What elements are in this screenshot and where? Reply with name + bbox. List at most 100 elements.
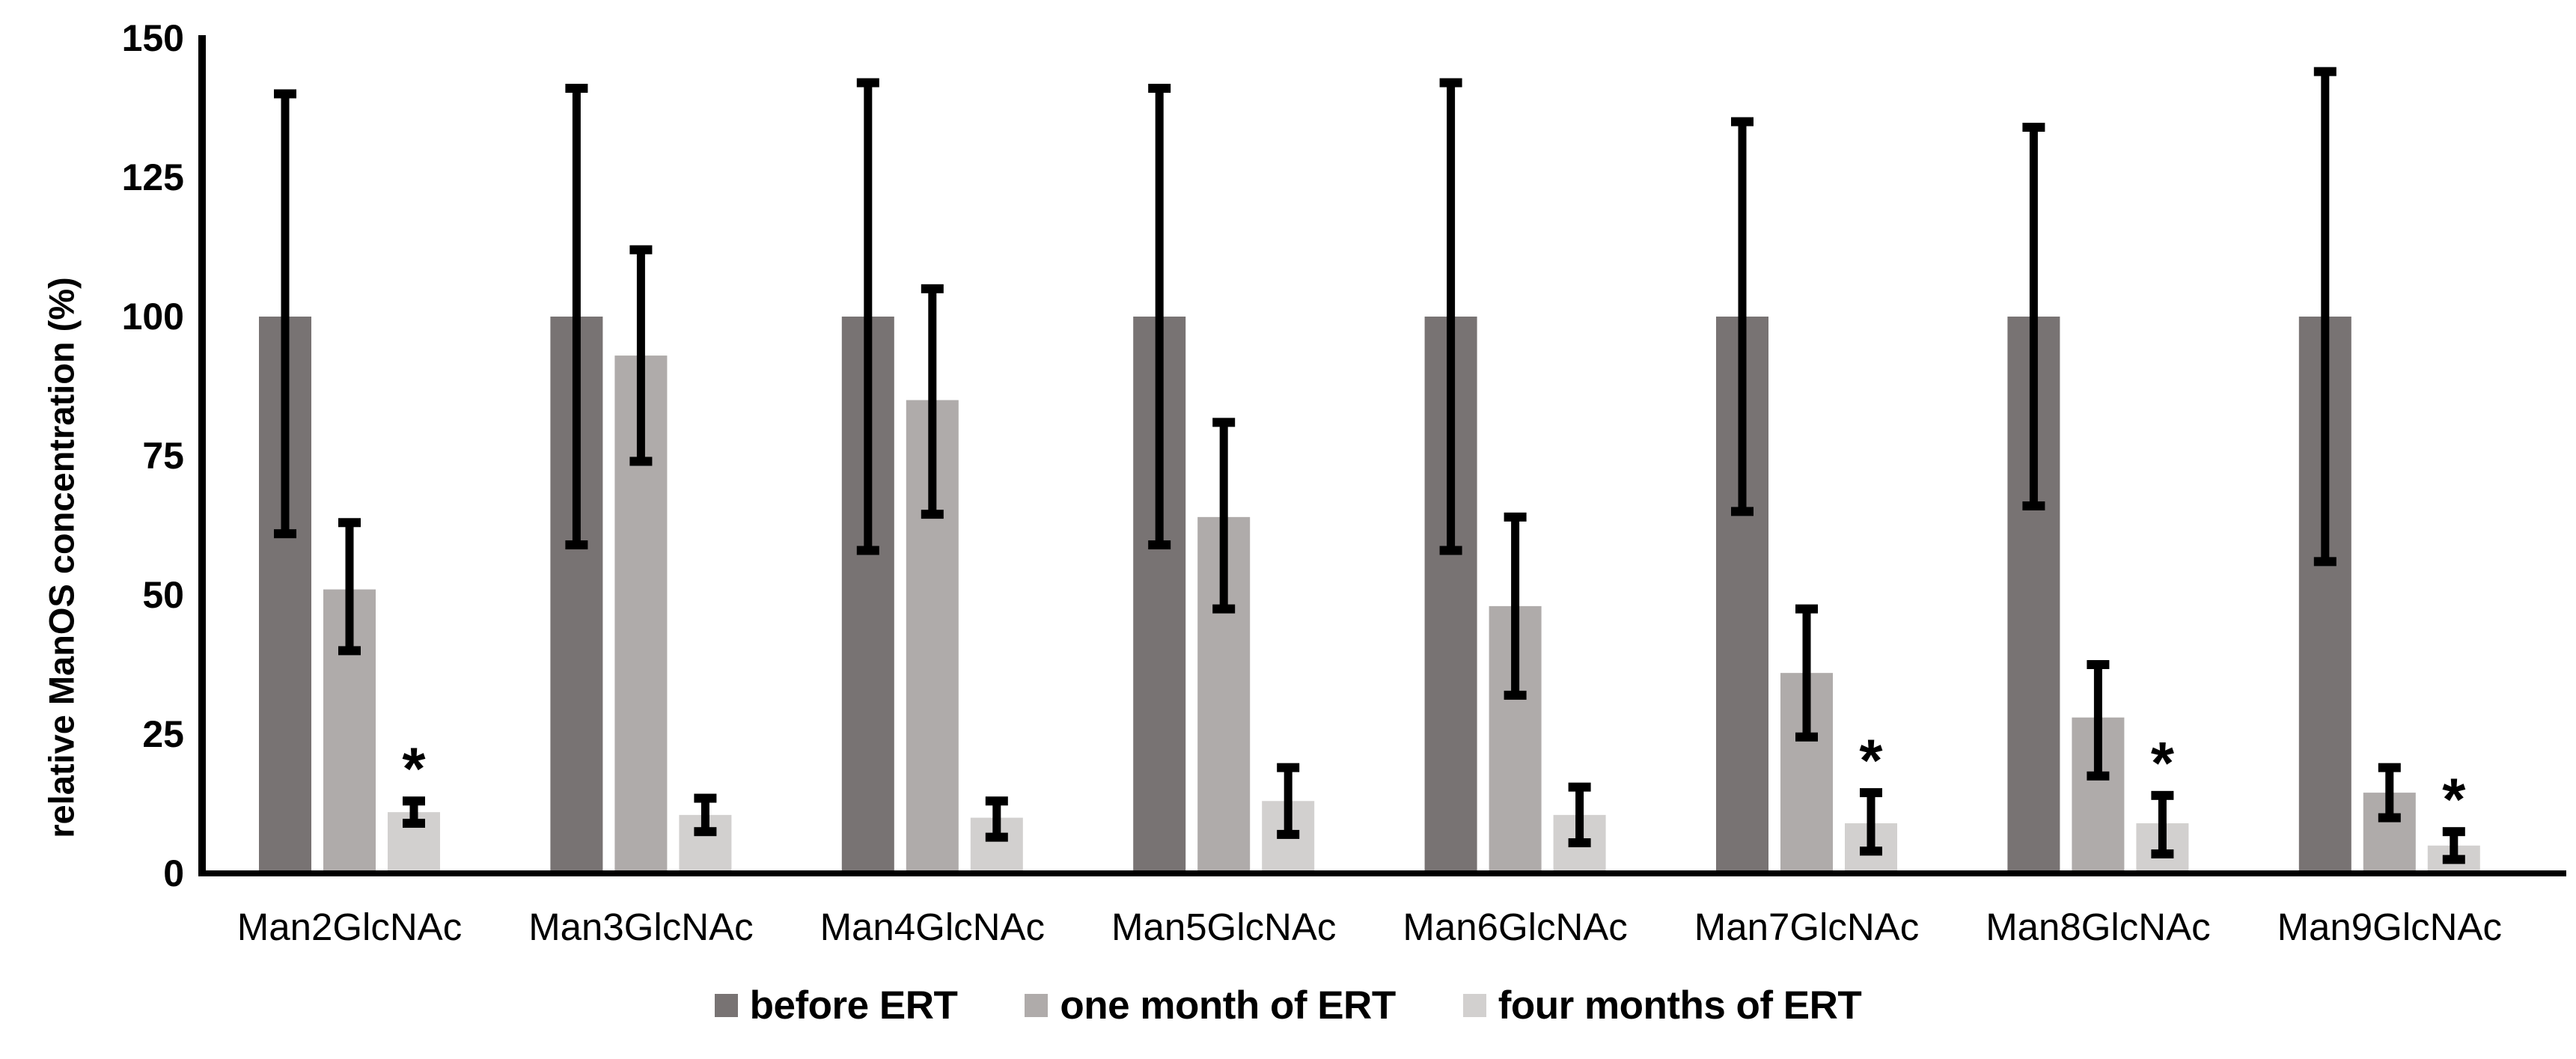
error-bar-before-ert-man4glcnac xyxy=(864,82,873,551)
category-label-man9glcnac: Man9GlcNAc xyxy=(2277,906,2502,948)
y-axis-line xyxy=(198,35,206,876)
error-cap-top-four-months-of-ert-man4glcnac xyxy=(985,796,1008,806)
category-label-man4glcnac: Man4GlcNAc xyxy=(820,906,1045,948)
error-cap-top-four-months-of-ert-man7glcnac xyxy=(1860,788,1882,798)
error-bar-one-month-of-ert-man5glcnac xyxy=(1219,422,1228,609)
error-cap-top-four-months-of-ert-man3glcnac xyxy=(694,793,717,803)
error-bar-one-month-of-ert-man2glcnac xyxy=(345,522,354,651)
error-bar-four-months-of-ert-man3glcnac xyxy=(701,798,709,832)
significance-asterisk-man7glcnac: * xyxy=(1859,727,1883,793)
y-tick-label-125: 125 xyxy=(122,156,184,198)
error-cap-bottom-before-ert-man5glcnac xyxy=(1148,540,1171,550)
error-bar-one-month-of-ert-man3glcnac xyxy=(636,249,645,462)
error-bar-before-ert-man9glcnac xyxy=(2321,71,2330,562)
error-bar-before-ert-man8glcnac xyxy=(2029,127,2038,506)
error-cap-bottom-four-months-of-ert-man3glcnac xyxy=(694,827,717,837)
error-bar-four-months-of-ert-man8glcnac xyxy=(2158,795,2167,854)
error-cap-top-one-month-of-ert-man6glcnac xyxy=(1504,512,1527,522)
legend-item-before-ert: before ERT xyxy=(714,983,958,1028)
y-tick-label-25: 25 xyxy=(142,713,184,755)
error-cap-bottom-one-month-of-ert-man3glcnac xyxy=(629,457,653,466)
error-cap-top-one-month-of-ert-man8glcnac xyxy=(2087,660,2110,669)
category-label-man6glcnac: Man6GlcNAc xyxy=(1403,906,1627,948)
legend-item-four-months: four months of ERT xyxy=(1462,983,1862,1028)
x-axis-line xyxy=(198,870,2566,876)
legend-item-one-month: one month of ERT xyxy=(1025,983,1396,1028)
significance-asterisk-man2glcnac: * xyxy=(402,735,426,802)
legend-swatch-one-month xyxy=(1025,994,1049,1017)
error-bar-four-months-of-ert-man6glcnac xyxy=(1575,787,1584,843)
category-label-man8glcnac: Man8GlcNAc xyxy=(1986,906,2210,948)
error-cap-bottom-four-months-of-ert-man7glcnac xyxy=(1860,846,1882,856)
significance-asterisk-man8glcnac: * xyxy=(2151,730,2175,796)
error-cap-bottom-one-month-of-ert-man7glcnac xyxy=(1795,732,1818,742)
error-cap-top-one-month-of-ert-man5glcnac xyxy=(1212,418,1236,427)
error-cap-top-before-ert-man8glcnac xyxy=(2022,123,2045,132)
error-cap-bottom-before-ert-man7glcnac xyxy=(1731,507,1754,516)
error-cap-bottom-before-ert-man9glcnac xyxy=(2313,557,2337,567)
error-cap-bottom-four-months-of-ert-man4glcnac xyxy=(985,832,1008,842)
category-label-man5glcnac: Man5GlcNAc xyxy=(1111,906,1336,948)
y-axis-title: relative ManOS concentration (%) xyxy=(41,277,82,838)
error-cap-bottom-before-ert-man2glcnac xyxy=(274,529,296,539)
error-cap-bottom-four-months-of-ert-man8glcnac xyxy=(2151,849,2174,858)
legend-label-before-ert: before ERT xyxy=(749,983,958,1028)
error-bar-four-months-of-ert-man2glcnac xyxy=(409,801,418,824)
y-tick-label-50: 50 xyxy=(142,574,184,616)
y-tick-label-75: 75 xyxy=(142,435,184,477)
error-cap-bottom-four-months-of-ert-man5glcnac xyxy=(1277,829,1300,839)
legend-swatch-before-ert xyxy=(714,994,738,1017)
error-cap-bottom-before-ert-man6glcnac xyxy=(1439,546,1462,555)
error-cap-bottom-one-month-of-ert-man6glcnac xyxy=(1504,690,1527,700)
error-cap-bottom-four-months-of-ert-man9glcnac xyxy=(2442,855,2465,864)
error-cap-bottom-before-ert-man3glcnac xyxy=(565,540,588,550)
error-cap-bottom-before-ert-man8glcnac xyxy=(2022,501,2045,510)
error-cap-top-before-ert-man3glcnac xyxy=(565,83,588,93)
category-label-man3glcnac: Man3GlcNAc xyxy=(528,906,753,948)
error-cap-top-before-ert-man9glcnac xyxy=(2313,67,2337,76)
error-cap-bottom-one-month-of-ert-man4glcnac xyxy=(921,510,944,519)
category-label-man7glcnac: Man7GlcNAc xyxy=(1694,906,1919,948)
error-bar-one-month-of-ert-man8glcnac xyxy=(2093,665,2102,776)
error-bar-four-months-of-ert-man5glcnac xyxy=(1284,767,1292,834)
error-cap-bottom-one-month-of-ert-man2glcnac xyxy=(338,646,361,656)
error-cap-top-one-month-of-ert-man4glcnac xyxy=(921,284,944,293)
error-cap-bottom-four-months-of-ert-man2glcnac xyxy=(403,819,425,828)
error-cap-top-four-months-of-ert-man2glcnac xyxy=(403,796,425,806)
error-cap-bottom-one-month-of-ert-man9glcnac xyxy=(2378,813,2401,823)
error-bar-one-month-of-ert-man6glcnac xyxy=(1511,516,1520,695)
error-bar-four-months-of-ert-man7glcnac xyxy=(1867,793,1875,852)
y-tick-label-150: 150 xyxy=(122,17,184,59)
error-cap-top-before-ert-man2glcnac xyxy=(274,89,296,99)
error-cap-top-four-months-of-ert-man5glcnac xyxy=(1277,763,1300,772)
error-cap-top-one-month-of-ert-man2glcnac xyxy=(338,518,361,528)
y-tick-label-100: 100 xyxy=(122,296,184,338)
error-bar-before-ert-man6glcnac xyxy=(1447,82,1456,551)
error-cap-top-one-month-of-ert-man9glcnac xyxy=(2378,763,2401,772)
error-bar-one-month-of-ert-man9glcnac xyxy=(2385,767,2394,818)
significance-asterisk-man9glcnac: * xyxy=(2442,766,2466,832)
error-cap-top-before-ert-man7glcnac xyxy=(1731,117,1754,126)
y-tick-label-0: 0 xyxy=(163,852,184,894)
error-cap-top-before-ert-man5glcnac xyxy=(1148,83,1171,93)
error-bar-one-month-of-ert-man4glcnac xyxy=(928,288,937,515)
legend-swatch-four-months xyxy=(1462,994,1486,1017)
error-bar-before-ert-man7glcnac xyxy=(1738,121,1747,512)
error-cap-bottom-before-ert-man4glcnac xyxy=(856,546,879,555)
error-cap-top-four-months-of-ert-man9glcnac xyxy=(2442,827,2465,837)
error-bar-four-months-of-ert-man9glcnac xyxy=(2450,831,2459,860)
category-label-man2glcnac: Man2GlcNAc xyxy=(237,906,462,948)
error-cap-top-four-months-of-ert-man8glcnac xyxy=(2151,790,2174,800)
error-bar-four-months-of-ert-man4glcnac xyxy=(992,801,1001,837)
error-bar-before-ert-man5glcnac xyxy=(1155,88,1164,546)
error-cap-bottom-four-months-of-ert-man6glcnac xyxy=(1568,838,1591,848)
error-bar-before-ert-man3glcnac xyxy=(572,88,581,546)
error-cap-top-four-months-of-ert-man6glcnac xyxy=(1568,782,1591,792)
error-cap-top-one-month-of-ert-man7glcnac xyxy=(1795,604,1818,614)
error-bar-one-month-of-ert-man7glcnac xyxy=(1802,608,1811,737)
error-bar-before-ert-man2glcnac xyxy=(281,94,290,534)
error-cap-bottom-one-month-of-ert-man8glcnac xyxy=(2087,771,2110,781)
error-cap-bottom-one-month-of-ert-man5glcnac xyxy=(1212,604,1236,614)
legend-label-one-month: one month of ERT xyxy=(1060,983,1396,1028)
